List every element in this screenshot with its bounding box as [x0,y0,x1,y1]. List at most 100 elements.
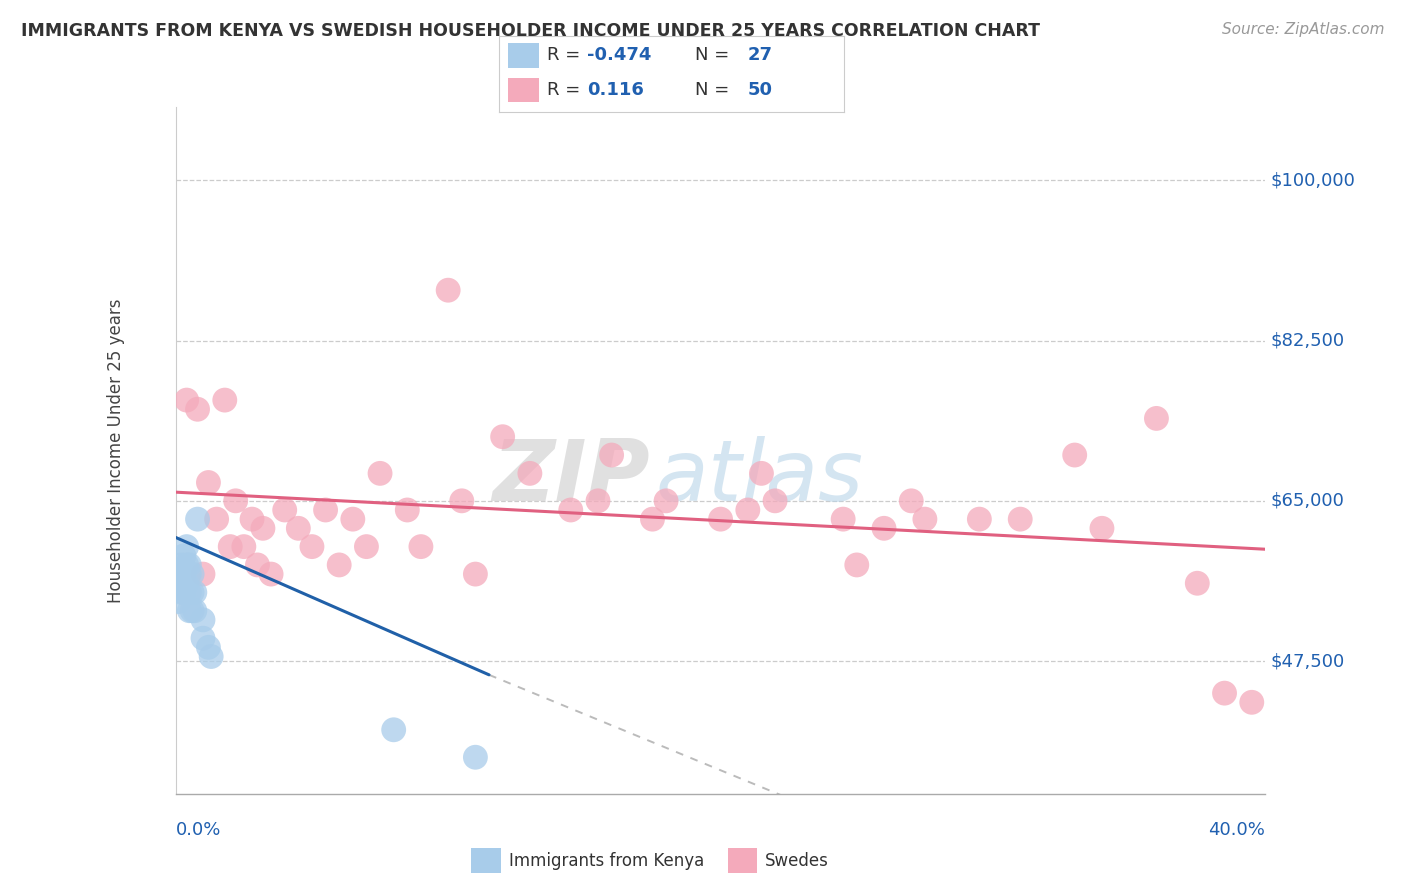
Text: $100,000: $100,000 [1271,171,1355,189]
Point [260,567,283,582]
Point [176,540,198,554]
Point [737,503,759,517]
Point [179,558,201,572]
Text: $65,000: $65,000 [1271,491,1344,510]
Point [710,512,733,526]
Point [225,493,247,508]
Point [200,649,222,664]
Point [464,567,486,582]
Point [1144,411,1167,425]
Point [763,493,786,508]
Point [655,493,678,508]
Point [492,430,515,444]
Point [170,585,193,599]
Point [184,604,207,618]
Text: Source: ZipAtlas.com: Source: ZipAtlas.com [1222,22,1385,37]
Point [845,558,868,572]
Text: $47,500: $47,500 [1271,652,1346,670]
Point [176,558,198,572]
Point [274,503,297,517]
Bar [508,78,538,103]
Bar [471,848,501,873]
Point [600,448,623,462]
Point [176,576,198,591]
Point [328,558,350,572]
Point [191,631,214,645]
Point [519,467,541,481]
Point [382,723,405,737]
Text: atlas: atlas [655,436,863,519]
Point [240,512,263,526]
Bar [728,848,756,873]
Point [186,512,209,526]
Text: R =: R = [547,81,586,99]
Text: 0.0%: 0.0% [176,822,221,839]
Point [179,585,201,599]
Point [969,512,991,526]
Text: N =: N = [696,81,735,99]
Point [181,585,204,599]
Text: ZIP: ZIP [492,436,650,519]
Text: R =: R = [547,46,586,64]
Point [356,540,378,554]
Point [186,402,209,417]
Point [900,493,922,508]
Point [170,558,193,572]
Point [586,493,609,508]
Point [464,750,486,764]
Text: 50: 50 [747,81,772,99]
Point [409,540,432,554]
Point [173,567,195,582]
Point [205,512,228,526]
Point [342,512,364,526]
Point [179,567,201,582]
Point [1187,576,1209,591]
Text: IMMIGRANTS FROM KENYA VS SWEDISH HOUSEHOLDER INCOME UNDER 25 YEARS CORRELATION C: IMMIGRANTS FROM KENYA VS SWEDISH HOUSEHO… [21,22,1040,40]
Point [179,604,201,618]
Point [173,585,195,599]
Text: $82,500: $82,500 [1271,332,1346,350]
Point [167,576,190,591]
Point [197,640,219,655]
Point [167,594,190,608]
Point [315,503,337,517]
Point [191,613,214,627]
Point [246,558,269,572]
Point [641,512,664,526]
Point [181,604,204,618]
Point [560,503,582,517]
Point [368,467,391,481]
Point [173,549,195,563]
Point [181,567,204,582]
Point [1091,521,1114,535]
Text: 27: 27 [747,46,772,64]
Point [219,540,242,554]
Point [751,467,773,481]
Point [1213,686,1236,700]
Point [214,393,236,408]
Text: Householder Income Under 25 years: Householder Income Under 25 years [107,298,125,603]
Text: Immigrants from Kenya: Immigrants from Kenya [509,852,704,870]
Point [252,521,274,535]
Point [396,503,419,517]
Point [170,567,193,582]
Point [1240,695,1263,709]
Point [437,283,460,297]
Point [232,540,254,554]
Point [287,521,309,535]
Text: -0.474: -0.474 [586,46,651,64]
Bar [508,44,538,68]
Point [1063,448,1085,462]
Point [176,393,198,408]
Point [450,493,472,508]
Point [197,475,219,490]
Point [301,540,323,554]
Text: Swedes: Swedes [765,852,830,870]
Point [832,512,855,526]
Text: 40.0%: 40.0% [1209,822,1265,839]
Point [914,512,936,526]
Text: N =: N = [696,46,735,64]
Text: 0.116: 0.116 [586,81,644,99]
Point [1010,512,1032,526]
Point [873,521,896,535]
